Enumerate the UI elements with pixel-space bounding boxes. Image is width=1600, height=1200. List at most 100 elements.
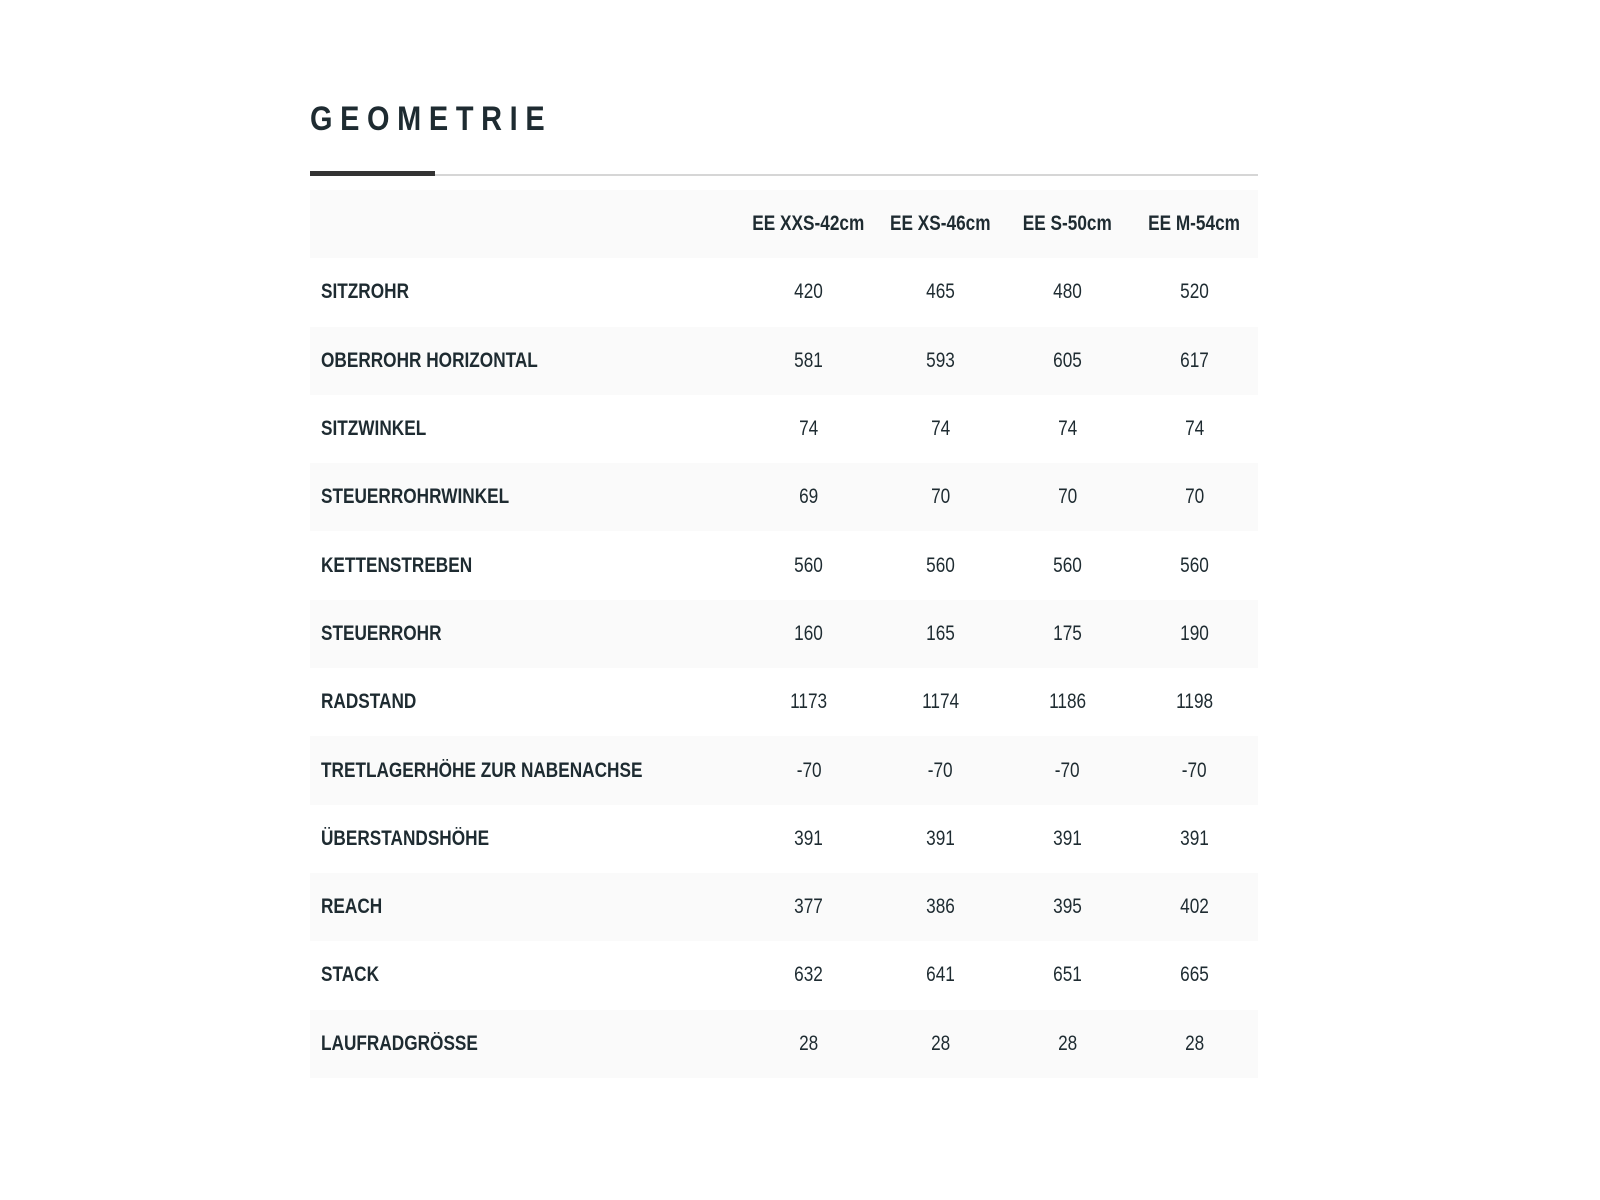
cell-value: 420 — [794, 280, 824, 304]
value-cell: -70 — [740, 736, 877, 804]
value-cell: 386 — [877, 873, 1004, 941]
table-row: STEUERROHRWINKEL 69 70 70 70 — [310, 463, 1258, 532]
cell-value: 391 — [794, 826, 824, 850]
value-cell: 520 — [1131, 258, 1258, 326]
value-cell: 420 — [740, 258, 877, 326]
value-cell: 593 — [877, 327, 1004, 395]
cell-value: 391 — [926, 826, 955, 850]
value-cell: 391 — [740, 805, 877, 873]
value-cell: 560 — [740, 531, 877, 599]
column-header: EE S-50cm — [1004, 190, 1131, 258]
column-header-label: EE XS-46cm — [890, 212, 991, 236]
column-header-label: EE M-54cm — [1148, 212, 1241, 236]
cell-value: 480 — [1053, 280, 1082, 304]
row-label: TRETLAGERHÖHE ZUR NABENACHSE — [321, 758, 643, 782]
cell-value: 190 — [1180, 621, 1209, 645]
row-label-cell: STACK — [310, 941, 740, 1009]
row-label: SITZROHR — [321, 280, 410, 304]
value-cell: 665 — [1131, 941, 1258, 1009]
cell-value: 617 — [1180, 348, 1209, 372]
row-label: REACH — [321, 895, 383, 919]
cell-value: 520 — [1180, 280, 1209, 304]
row-label-cell: SITZROHR — [310, 258, 740, 326]
value-cell: 74 — [877, 395, 1004, 463]
value-cell: 1173 — [740, 668, 877, 736]
cell-value: 651 — [1053, 963, 1082, 987]
value-cell: 74 — [740, 395, 877, 463]
table-header-row: EE XXS-42cm EE XS-46cm EE S-50cm EE M-54cm — [310, 190, 1258, 259]
table-row: ÜBERSTANDSHÖHE 391 391 391 391 — [310, 805, 1258, 873]
cell-value: -70 — [796, 758, 822, 782]
row-label: SITZWINKEL — [321, 417, 427, 441]
cell-value: 560 — [1053, 553, 1082, 577]
value-cell: 581 — [740, 327, 877, 395]
cell-value: 605 — [1053, 348, 1082, 372]
value-cell: 70 — [1004, 463, 1131, 531]
cell-value: 465 — [926, 280, 955, 304]
row-label: RADSTAND — [321, 690, 417, 714]
value-cell: 391 — [1131, 805, 1258, 873]
value-cell: 70 — [877, 463, 1004, 531]
cell-value: 28 — [1057, 1031, 1078, 1055]
table-row: SITZROHR 420 465 480 520 — [310, 258, 1258, 326]
cell-value: 560 — [926, 553, 955, 577]
value-cell: 395 — [1004, 873, 1131, 941]
value-cell: 391 — [1004, 805, 1131, 873]
row-label-cell: TRETLAGERHÖHE ZUR NABENACHSE — [310, 736, 740, 804]
value-cell: 391 — [877, 805, 1004, 873]
row-label: STACK — [321, 963, 380, 987]
cell-value: 560 — [794, 553, 824, 577]
cell-value: 70 — [930, 485, 951, 509]
cell-value: 1186 — [1048, 690, 1087, 714]
table-row: TRETLAGERHÖHE ZUR NABENACHSE -70 -70 -70 -70 — [310, 736, 1258, 805]
active-tab-indicator — [310, 171, 435, 176]
cell-value: -70 — [1182, 758, 1207, 782]
row-label: ÜBERSTANDSHÖHE — [321, 826, 490, 850]
geometry-table: EE XXS-42cm EE XS-46cm EE S-50cm EE M-54cm … — [310, 190, 1258, 1078]
table-row: SITZWINKEL 74 74 74 74 — [310, 395, 1258, 463]
cell-value: 69 — [799, 485, 819, 509]
value-cell: 605 — [1004, 327, 1131, 395]
row-label: STEUERROHR — [321, 621, 442, 645]
table-row: LAUFRADGRÖSSE 28 28 28 28 — [310, 1009, 1258, 1078]
row-label-cell: LAUFRADGRÖSSE — [310, 1010, 740, 1078]
cell-value: -70 — [928, 758, 953, 782]
column-header: EE XS-46cm — [877, 190, 1004, 258]
value-cell: 377 — [740, 873, 877, 941]
value-cell: 632 — [740, 941, 877, 1009]
cell-value: -70 — [1055, 758, 1080, 782]
table-row: KETTENSTREBEN 560 560 560 560 — [310, 531, 1258, 599]
cell-value: 70 — [1057, 485, 1078, 509]
cell-value: 581 — [794, 348, 824, 372]
cell-value: 74 — [799, 417, 819, 441]
cell-value: 665 — [1180, 963, 1209, 987]
cell-value: 402 — [1180, 895, 1209, 919]
header-empty — [310, 190, 740, 258]
table-row: REACH 377 386 395 402 — [310, 872, 1258, 942]
value-cell: 74 — [1131, 395, 1258, 463]
value-cell: 70 — [1131, 463, 1258, 531]
value-cell: 1174 — [877, 668, 1004, 736]
cell-value: 377 — [794, 895, 824, 919]
cell-value: 641 — [926, 963, 955, 987]
row-label-cell: STEUERROHRWINKEL — [310, 463, 740, 531]
cell-value: 1174 — [921, 690, 960, 714]
value-cell: -70 — [1004, 736, 1131, 804]
cell-value: 1173 — [790, 690, 828, 714]
table-row: STACK 632 641 651 665 — [310, 941, 1258, 1009]
value-cell: 28 — [877, 1010, 1004, 1078]
value-cell: 160 — [740, 600, 877, 668]
table-row: STEUERROHR 160 165 175 190 — [310, 599, 1258, 669]
value-cell: 617 — [1131, 327, 1258, 395]
value-cell: 69 — [740, 463, 877, 531]
cell-value: 632 — [794, 963, 824, 987]
value-cell: 651 — [1004, 941, 1131, 1009]
cell-value: 386 — [926, 895, 955, 919]
cell-value: 28 — [1184, 1031, 1205, 1055]
value-cell: 28 — [1131, 1010, 1258, 1078]
cell-value: 160 — [794, 621, 824, 645]
row-label-cell: SITZWINKEL — [310, 395, 740, 463]
cell-value: 391 — [1053, 826, 1082, 850]
row-label-cell: KETTENSTREBEN — [310, 531, 740, 599]
cell-value: 395 — [1053, 895, 1082, 919]
